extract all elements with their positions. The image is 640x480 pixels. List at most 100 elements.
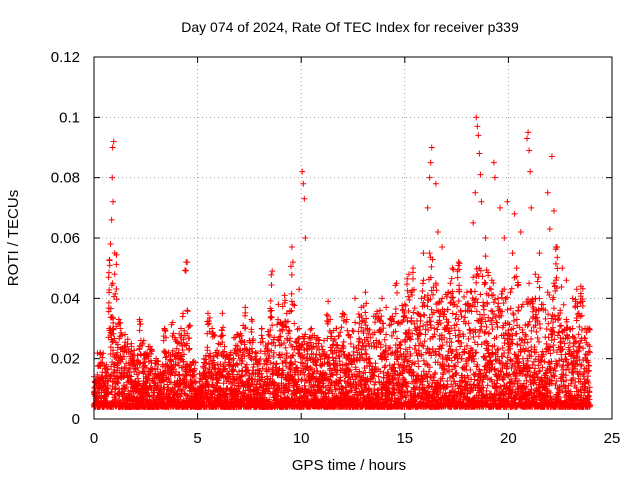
data-point <box>249 348 256 355</box>
data-point <box>488 292 495 299</box>
data-point <box>450 266 457 273</box>
data-point <box>288 271 295 278</box>
data-point <box>138 351 145 358</box>
data-point <box>169 347 176 354</box>
data-point <box>226 370 233 377</box>
data-point <box>144 349 151 356</box>
data-point <box>265 355 272 362</box>
data-point <box>478 341 485 348</box>
data-point <box>100 350 107 357</box>
data-point <box>181 327 188 334</box>
data-point <box>454 274 461 281</box>
data-point <box>419 288 426 295</box>
data-point <box>122 344 129 351</box>
data-point <box>375 373 382 380</box>
data-point <box>106 262 113 269</box>
data-point <box>204 344 211 351</box>
data-point <box>151 389 158 396</box>
data-point <box>471 371 478 378</box>
data-point <box>136 380 143 387</box>
data-point <box>154 366 161 373</box>
data-point <box>214 376 221 383</box>
data-point <box>242 371 249 378</box>
data-point <box>334 342 341 349</box>
data-point <box>141 355 148 362</box>
data-point <box>452 315 459 322</box>
data-point <box>268 307 275 314</box>
data-point <box>288 290 295 297</box>
data-point <box>486 285 493 292</box>
data-point <box>183 340 190 347</box>
data-point <box>219 339 226 346</box>
data-point <box>113 296 120 303</box>
data-point <box>204 321 211 328</box>
data-point <box>141 369 148 376</box>
data-point <box>411 305 418 312</box>
data-point <box>220 324 227 331</box>
data-point <box>250 336 257 343</box>
data-point <box>105 299 112 306</box>
data-point <box>392 310 399 317</box>
data-point <box>123 383 130 390</box>
data-point <box>458 313 465 320</box>
data-point <box>110 319 117 326</box>
data-point <box>236 368 243 375</box>
data-point <box>203 378 210 385</box>
data-point <box>111 271 118 278</box>
data-point <box>101 380 108 387</box>
data-point <box>239 358 246 365</box>
data-point <box>268 314 275 321</box>
data-point <box>338 324 345 331</box>
data-point <box>220 387 227 394</box>
data-point <box>113 261 120 268</box>
data-point <box>445 362 452 369</box>
data-point <box>184 330 191 337</box>
data-point <box>446 335 453 342</box>
data-point <box>230 373 237 380</box>
data-point <box>404 318 411 325</box>
data-point <box>427 318 434 325</box>
data-point <box>165 375 172 382</box>
data-point <box>488 286 495 293</box>
data-point <box>482 279 489 286</box>
data-point <box>192 380 199 387</box>
data-point <box>268 313 275 320</box>
data-point <box>224 352 231 359</box>
data-point <box>483 387 490 394</box>
data-point <box>191 365 198 372</box>
data-point <box>249 371 256 378</box>
data-point <box>241 353 248 360</box>
data-point <box>148 366 155 373</box>
data-point <box>485 329 492 336</box>
data-point <box>267 314 274 321</box>
data-point <box>109 338 116 345</box>
data-point <box>173 345 180 352</box>
data-point <box>169 370 176 377</box>
data-point <box>114 349 121 356</box>
data-point <box>499 353 506 360</box>
data-point <box>109 326 116 333</box>
data-point <box>362 346 369 353</box>
data-point <box>248 356 255 363</box>
data-point <box>381 364 388 371</box>
data-point <box>323 317 330 324</box>
data-point <box>242 309 249 316</box>
data-point <box>99 354 106 361</box>
data-point <box>479 273 486 280</box>
data-point <box>140 370 147 377</box>
data-point <box>107 344 114 351</box>
data-point <box>179 346 186 353</box>
data-point <box>238 372 245 379</box>
data-point <box>268 271 275 278</box>
data-point <box>181 267 188 274</box>
data-point <box>473 279 480 286</box>
data-point <box>106 289 113 296</box>
data-point <box>211 331 218 338</box>
data-point <box>253 381 260 388</box>
data-point <box>268 281 275 288</box>
data-point <box>434 326 441 333</box>
data-point <box>230 334 237 341</box>
data-point <box>362 309 369 316</box>
data-point <box>119 332 126 339</box>
data-point <box>313 351 320 358</box>
